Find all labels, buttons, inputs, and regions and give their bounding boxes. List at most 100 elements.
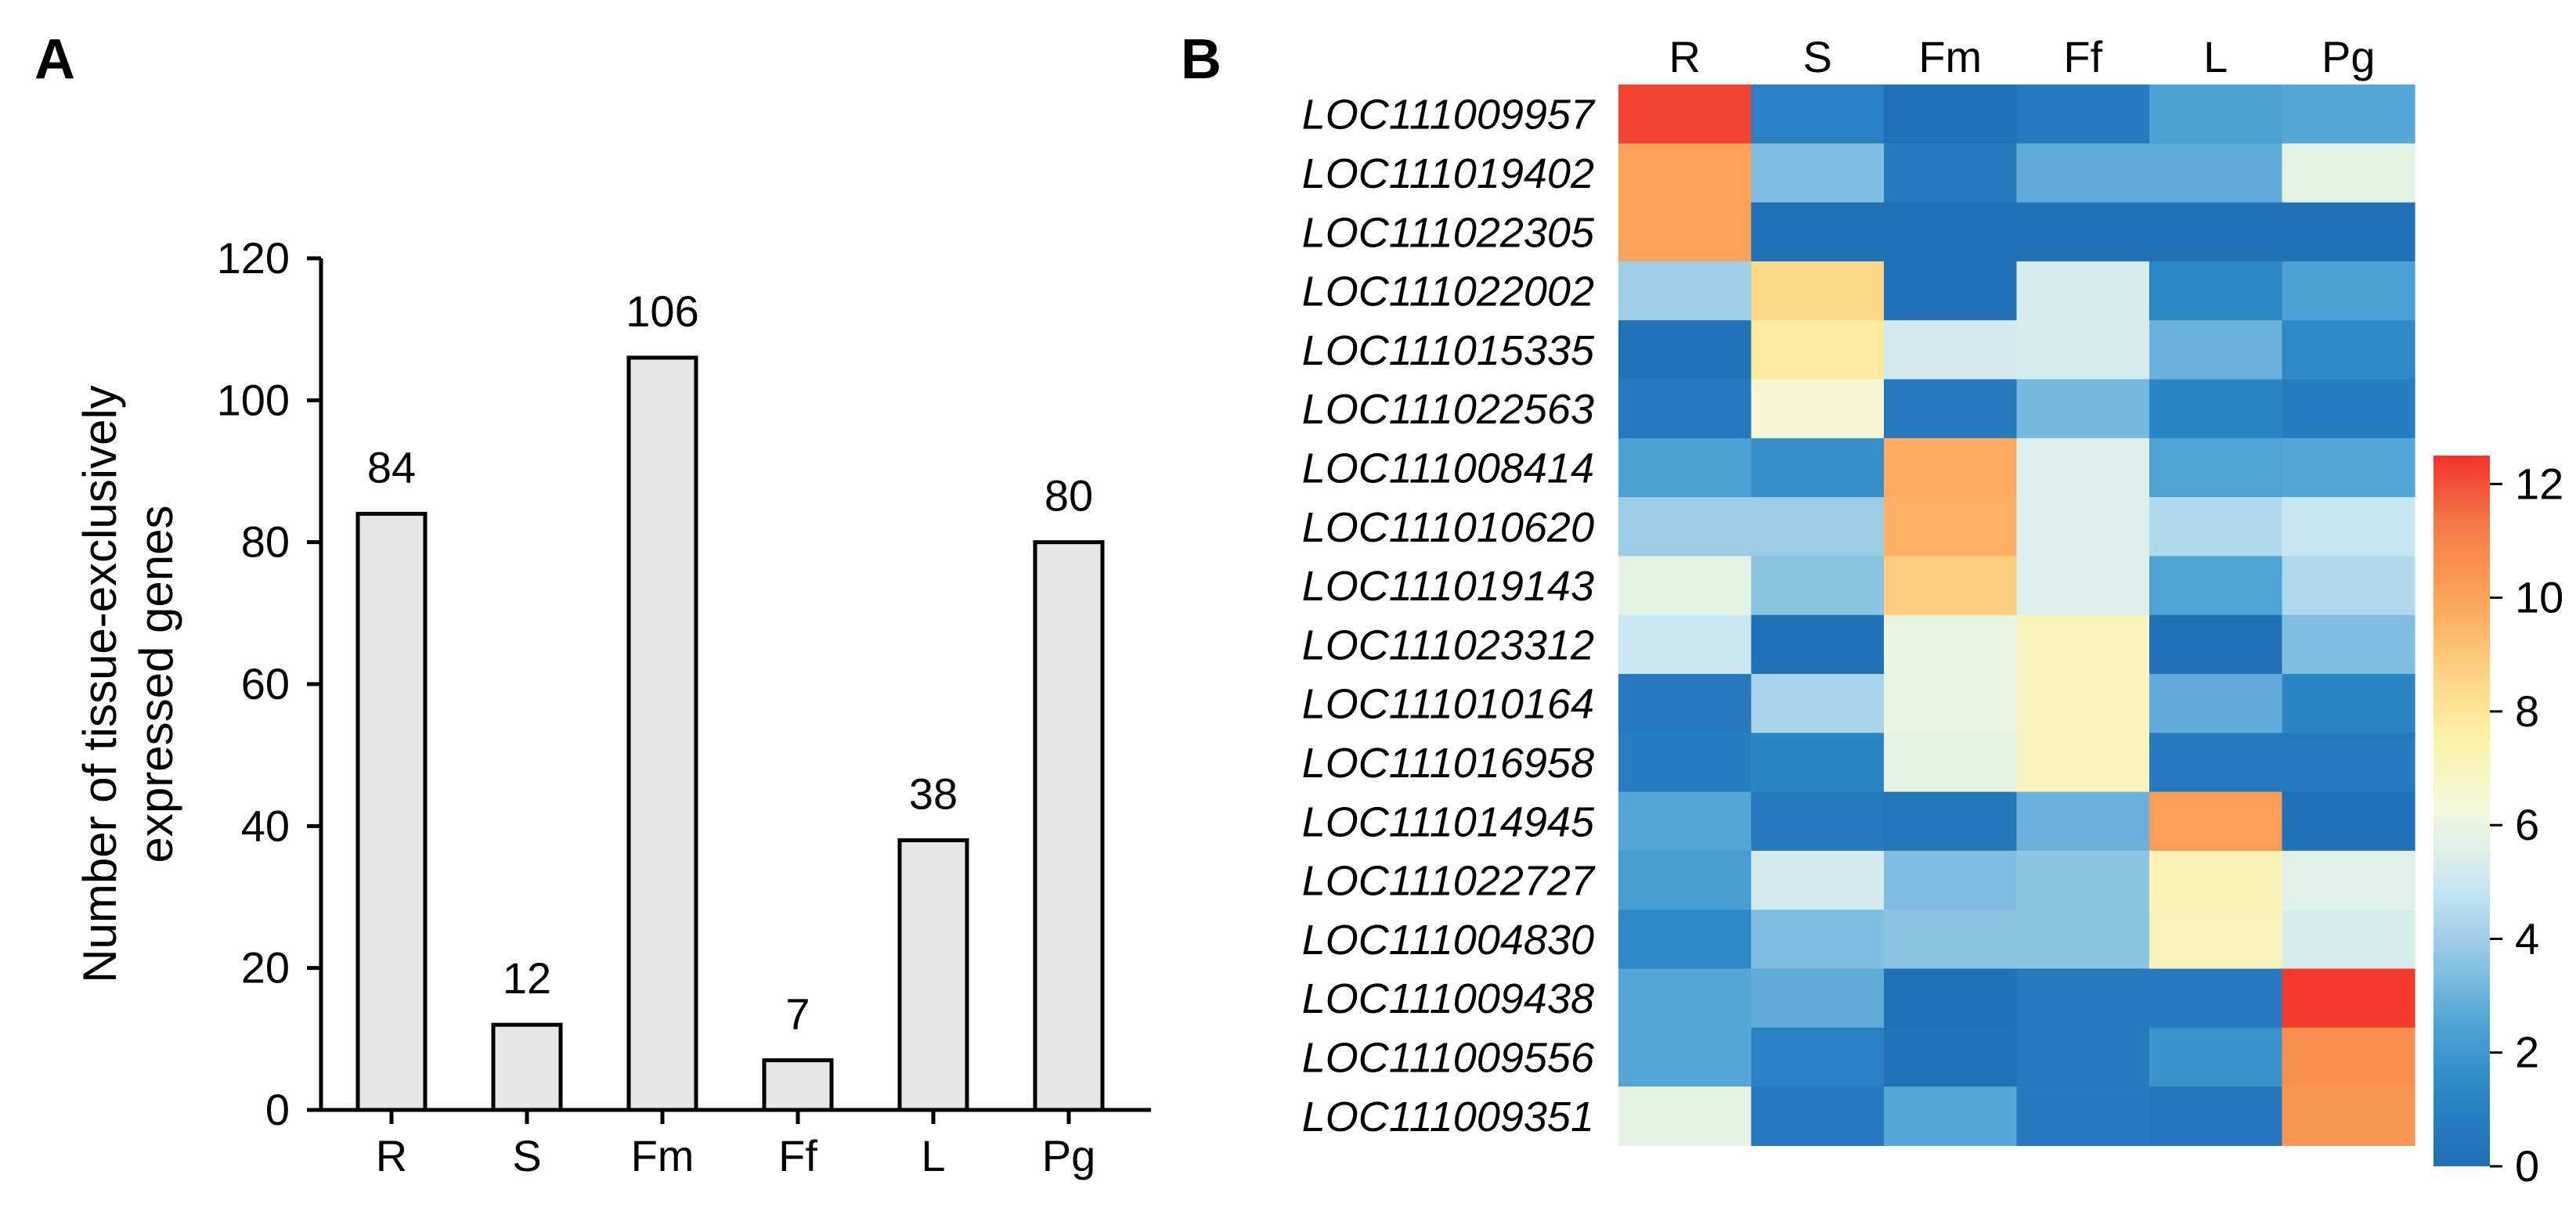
heatmap-cell	[2149, 497, 2283, 557]
heatmap-cell	[2149, 143, 2283, 204]
colorbar-rect	[2433, 456, 2490, 1166]
heatmap-cell	[2282, 320, 2415, 380]
heatmap-row-label: LOC111008414	[1302, 445, 1594, 492]
heatmap-cell	[2282, 556, 2415, 616]
heatmap-cell	[1618, 614, 1752, 675]
heatmap-cell	[1618, 968, 1752, 1029]
y-tick-label: 20	[241, 943, 290, 993]
heatmap-cell	[2282, 497, 2415, 557]
bar-Fm	[626, 355, 698, 1112]
heatmap-row-label: LOC111022563	[1302, 386, 1594, 433]
heatmap-cell	[2016, 968, 2150, 1029]
heatmap-cell	[1618, 261, 1752, 321]
heatmap-cell	[2149, 910, 2283, 970]
heatmap-cell	[2149, 320, 2283, 380]
colorbar-tick-label: 0	[2515, 1141, 2539, 1191]
heatmap-cell	[1751, 143, 1885, 204]
heatmap-cell	[2016, 614, 2150, 675]
heatmap-row-label: LOC111010620	[1302, 504, 1594, 551]
heatmap-row-label: LOC111022305	[1302, 209, 1595, 256]
bar-value-label: 12	[503, 953, 551, 1003]
heatmap-cell	[2149, 614, 2283, 675]
heatmap-cell	[2282, 85, 2415, 144]
heatmap-cell	[2149, 968, 2283, 1029]
heatmap-row-label: LOC111022002	[1302, 268, 1594, 315]
heatmap-cell	[2016, 379, 2150, 439]
colorbar: 0 2 4 6 8 10 12	[2433, 456, 2563, 1191]
heatmap-cell	[1884, 968, 2018, 1029]
heatmap-cell	[1751, 614, 1885, 675]
heatmap-cell	[1618, 497, 1752, 557]
heatmap-row-label: LOC111022727	[1302, 858, 1596, 905]
heatmap-cell	[2282, 791, 2415, 852]
heatmap-column-label: S	[1803, 32, 1832, 81]
heatmap-cell	[2016, 674, 2150, 733]
heatmap-cell	[2016, 910, 2150, 970]
colorbar-ticks: 0 2 4 6 8 10 12	[2490, 459, 2563, 1191]
heatmap-cell	[2149, 791, 2283, 852]
y-axis-ticks: 0 20 40 60 80 100 120	[217, 233, 321, 1134]
heatmap-cell	[1618, 556, 1752, 616]
heatmap-row-label: LOC111014945	[1302, 798, 1595, 845]
y-axis-title: Number of tissue-exclusively expressed ge…	[74, 385, 182, 983]
colorbar-tick-label: 2	[2515, 1028, 2539, 1077]
y-tick-label: 60	[241, 659, 290, 708]
y-tick-label: 120	[217, 233, 290, 283]
y-axis-title-line: expressed genes	[130, 506, 182, 863]
x-tick-label: R	[376, 1131, 407, 1180]
heatmap-cell	[2282, 438, 2415, 498]
heatmap-column-label: R	[1669, 32, 1701, 81]
heatmap-cell	[2016, 261, 2150, 321]
heatmap-cell	[1884, 556, 2018, 616]
heatmap-row-label: LOC111009556	[1302, 1034, 1595, 1081]
heatmap-cell	[2016, 438, 2150, 498]
heatmap-cell	[2282, 674, 2415, 733]
heatmap-cell	[2282, 1027, 2415, 1087]
heatmap-cell	[1751, 85, 1885, 144]
y-tick-label: 100	[217, 375, 290, 424]
heatmap-row-label: LOC111009438	[1302, 975, 1594, 1022]
colorbar-tick-label: 4	[2515, 913, 2539, 963]
heatmap-cell	[2016, 85, 2150, 144]
heatmap-cell	[2282, 202, 2415, 262]
heatmap-cell	[2149, 850, 2283, 910]
heatmap-cell	[1884, 1027, 2018, 1087]
heatmap-column-label: L	[2203, 32, 2228, 81]
heatmap-cell	[2149, 733, 2283, 793]
heatmap-cell	[1751, 320, 1885, 380]
heatmap-cell	[2149, 1027, 2283, 1087]
bar-value-label: 80	[1044, 471, 1093, 521]
heatmap-column-label: Pg	[2322, 32, 2376, 81]
heatmap-cells	[1618, 85, 2415, 1146]
bars: 84 R 12 S 106 Fm 7 Ff 38 L 80 Pg	[355, 286, 1105, 1180]
heatmap-row-label: LOC111009351	[1302, 1094, 1594, 1140]
heatmap-column-label: Fm	[1918, 32, 1982, 81]
heatmap-cell	[2149, 379, 2283, 439]
heatmap-cell	[1618, 850, 1752, 910]
heatmap-cell	[1884, 143, 2018, 204]
heatmap-cell	[1751, 202, 1885, 262]
heatmap-cell	[1751, 791, 1885, 852]
heatmap-cell	[1618, 791, 1752, 852]
heatmap-cell	[2016, 733, 2150, 793]
bar-Ff	[762, 1058, 834, 1112]
bar-R	[355, 511, 428, 1112]
heatmap-row-label: LOC111009957	[1302, 92, 1596, 139]
heatmap-cell	[1618, 1086, 1752, 1146]
heatmap-row-label: LOC111010164	[1302, 681, 1594, 728]
heatmap-cell	[2282, 968, 2415, 1029]
heatmap-cell	[1884, 85, 2018, 144]
heatmap-cell	[2282, 1086, 2415, 1146]
heatmap-cell	[1884, 791, 2018, 852]
heatmap-cell	[1751, 674, 1885, 733]
heatmap-cell	[1884, 261, 2018, 321]
heatmap-cell	[1618, 438, 1752, 498]
heatmap-cell	[1884, 614, 2018, 675]
heatmap-row-label: LOC111019402	[1302, 150, 1594, 197]
heatmap-column-label: Ff	[2063, 32, 2102, 81]
heatmap-cell	[1618, 320, 1752, 380]
bar-S	[491, 1022, 563, 1112]
heatmap-cell	[1884, 438, 2018, 498]
heatmap-row-label: LOC111023312	[1302, 622, 1594, 668]
